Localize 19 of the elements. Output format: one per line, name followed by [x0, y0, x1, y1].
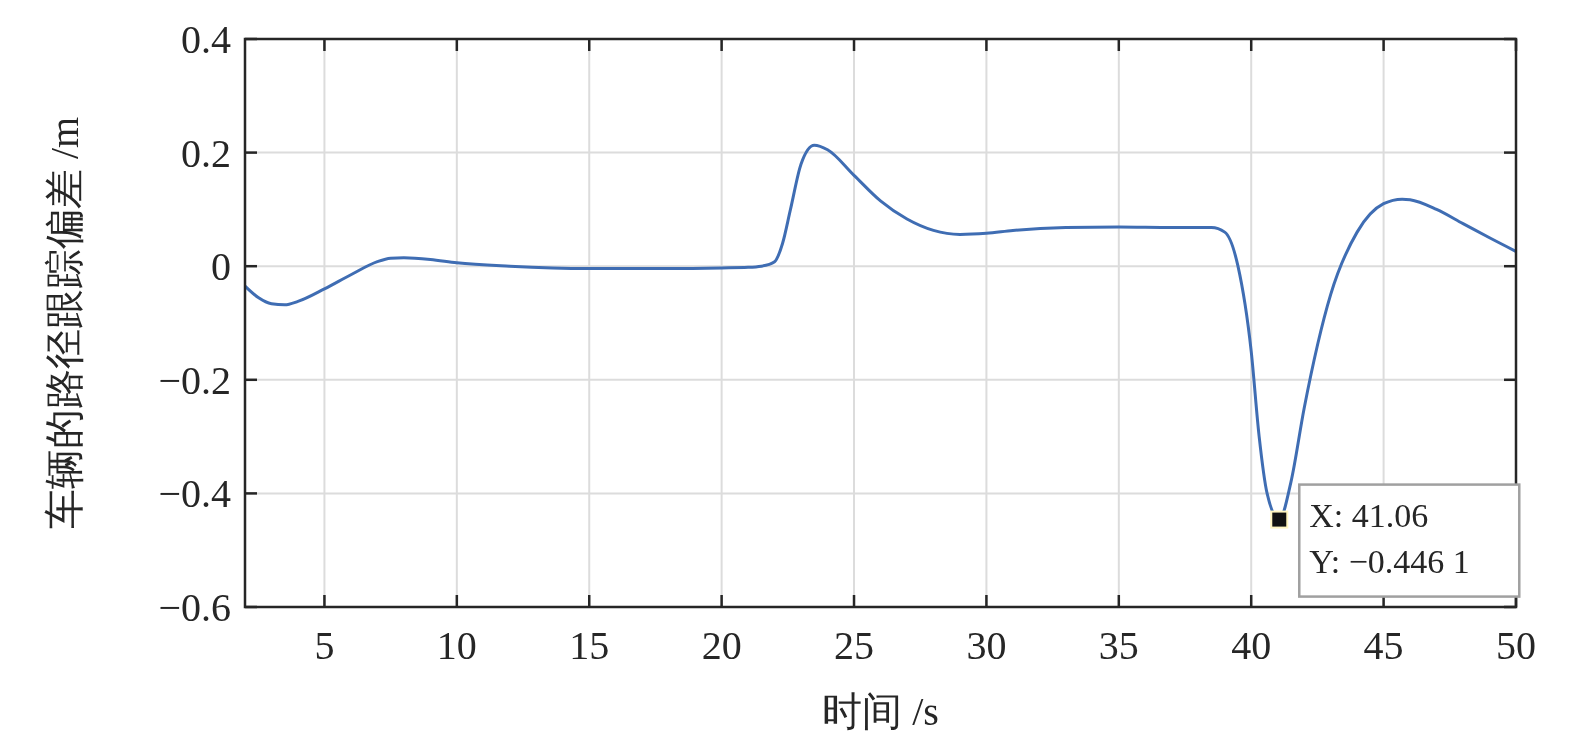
- y-tick-label: −0.6: [158, 585, 231, 630]
- y-axis-title: 车辆的路径跟踪偏差 /m: [42, 116, 87, 530]
- x-tick-label: 5: [314, 623, 335, 668]
- y-tick-label: −0.4: [158, 471, 231, 517]
- y-tick-label: −0.2: [158, 357, 231, 403]
- x-tick-label: 50: [1496, 623, 1536, 668]
- y-tick-label: 0.4: [181, 17, 231, 62]
- x-tick-label: 25: [834, 623, 875, 668]
- y-tick-label: 0.2: [181, 130, 231, 176]
- annotation: X: 41.06 Y: −0.446 1: [1309, 496, 1470, 580]
- x-tick-label: 30: [966, 623, 1007, 668]
- x-tick-label: 40: [1231, 623, 1272, 668]
- y-tick-label: 0: [211, 244, 231, 290]
- x-axis-title: 时间 /s: [822, 689, 939, 734]
- x-tick-label: 45: [1363, 623, 1404, 668]
- x-tick-label: 20: [701, 623, 742, 668]
- x-tick-label: 15: [569, 623, 610, 668]
- x-tick-label: 10: [436, 623, 477, 668]
- x-tick-label: 35: [1098, 623, 1139, 668]
